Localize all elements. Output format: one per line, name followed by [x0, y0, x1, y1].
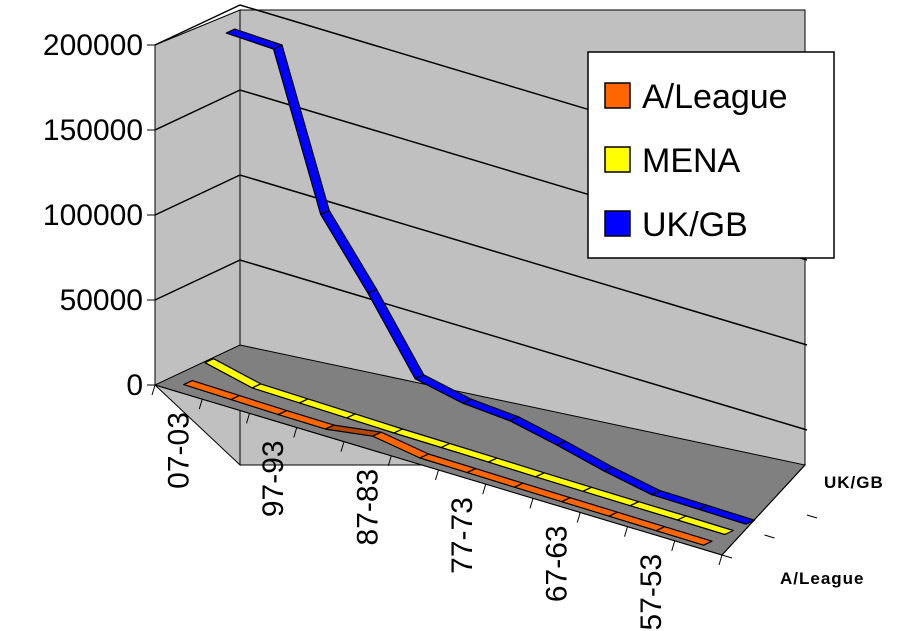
category-axis: 07-03 97-93 87-83 77-73 67-63 57-53	[151, 384, 723, 631]
category-tick-label: 07-03	[163, 412, 196, 489]
category-tick-mark	[624, 526, 628, 537]
depth-tick-label: A/League	[780, 569, 865, 588]
category-tick-label: 87-83	[352, 469, 385, 546]
category-tick-label: 67-63	[541, 525, 574, 602]
category-tick-mark	[671, 540, 676, 551]
depth-tick-mark	[721, 554, 733, 559]
depth-axis-line	[721, 464, 806, 556]
category-tick-mark	[482, 484, 487, 495]
category-tick-mark	[246, 413, 250, 424]
category-tick-mark	[718, 554, 723, 566]
category-tick-mark	[576, 512, 581, 523]
ribbon-segment	[655, 526, 713, 546]
legend-item: UK/GB	[604, 206, 748, 244]
series-uk-gb	[225, 28, 756, 525]
category-tick-label: 57-53	[635, 554, 668, 631]
category-tick-label: 97-93	[257, 440, 290, 517]
value-tick-label: 50000	[60, 284, 143, 317]
depth-tick-mark	[806, 514, 818, 519]
category-tick-mark	[387, 455, 392, 466]
gridline	[154, 259, 808, 431]
legend: A/League MENA UK/GB	[587, 51, 835, 259]
value-tick-label: 0	[126, 369, 143, 402]
depth-axis: UK/GB A/League	[721, 473, 884, 588]
category-tick-mark	[529, 498, 534, 509]
series-mena	[204, 358, 734, 536]
legend-swatch	[604, 210, 631, 237]
category-tick-mark	[198, 399, 203, 410]
category-tick-mark	[435, 469, 439, 481]
category-tick-mark	[293, 427, 298, 438]
legend-item: A/League	[604, 78, 788, 116]
ribbon-segment	[698, 504, 756, 525]
depth-tick-mark	[764, 534, 775, 539]
gridline	[154, 174, 808, 346]
series-ribbons	[183, 28, 756, 546]
category-tick-mark	[340, 441, 345, 452]
legend-label: A/League	[642, 78, 788, 116]
legend-swatch	[604, 146, 631, 173]
value-tick-label: 150000	[43, 114, 143, 147]
value-axis: 0 50000 100000 150000 200000	[43, 29, 155, 402]
legend-label: MENA	[642, 142, 741, 180]
ribbon-segment	[676, 515, 734, 536]
series-a-league	[183, 380, 713, 546]
legend-label: UK/GB	[642, 206, 748, 244]
legend-swatch	[604, 82, 631, 109]
category-tick-label: 77-73	[446, 497, 479, 574]
value-tick-label: 200000	[43, 29, 143, 62]
depth-tick-label: UK/GB	[824, 473, 884, 492]
value-tick-label: 100000	[43, 199, 143, 232]
category-tick-mark	[151, 384, 156, 396]
legend-item: MENA	[604, 142, 741, 180]
